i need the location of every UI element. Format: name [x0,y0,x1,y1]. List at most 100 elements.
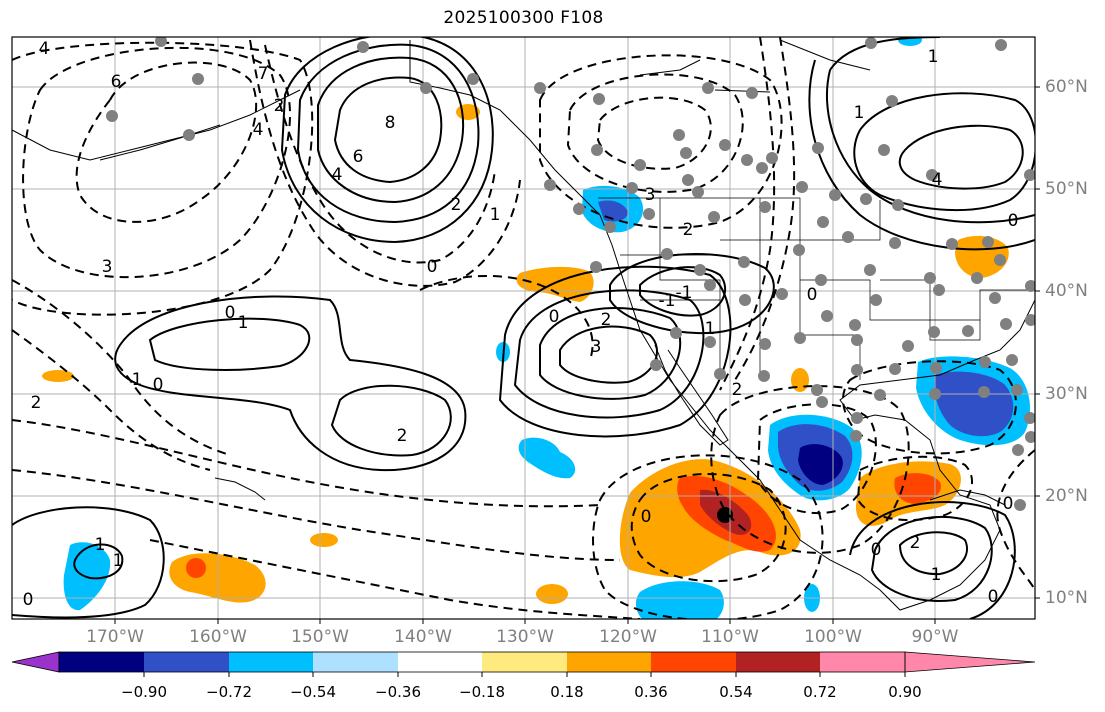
shade-small-7 [898,37,922,46]
lat-label: 50°N [1045,179,1088,199]
colorbar-bin [59,652,144,672]
colorbar-bin [482,652,567,672]
contour-w-low-2 [12,506,165,619]
coast-alaska [12,89,301,161]
contour-label: 1 [238,313,249,333]
contour-west-dash-2 [12,279,231,456]
colorbar-bin [398,652,482,672]
contour-alaska-high-1 [333,76,443,184]
contour-label: 2 [910,533,921,553]
colorbar-tick: 0.72 [803,683,837,701]
shade-sw-pac-red [186,558,206,578]
colorbar-bin [313,652,398,672]
contour-mid-dash [419,274,594,361]
contour-label: 0 [23,590,34,610]
shade-baja-core [717,507,733,523]
colorbar-tick: −0.18 [459,683,505,701]
contour-label: 6 [353,147,364,167]
contour-ne-high-4 [808,59,1035,251]
contour-alaska-high-4 [280,37,494,244]
colorbar-bin [736,652,820,672]
contour-label: 0 [549,307,560,327]
contour-label: 2 [732,380,743,400]
contour-label: 0 [1003,494,1014,514]
colorbar-tick: 0.18 [550,683,584,701]
colorbar-bin [229,652,313,672]
contour-label: 3 [645,185,656,205]
contour-bc-low-3 [539,54,783,229]
colorbar-bin [820,652,905,672]
contour-label: 4 [332,165,343,185]
contour-subtrop-high-1 [148,317,311,371]
shade-greatlakes-orange [955,235,1009,278]
contour-subtrop-high-2 [330,384,452,457]
contour-pacific-trough-2 [249,39,521,287]
contour-label: 4 [932,170,943,190]
contour-bc-low-2 [566,73,744,193]
axis-ticks [114,86,1040,624]
coast-aleutians [99,124,221,161]
contour-sw-low-1 [559,325,658,384]
contour-cam-1 [898,531,968,576]
contour-label-group: 4 6 7 4 2 3 2 1 8 6 4 2 0 3 2 1 1 0 2 1 … [23,39,1019,610]
shade-small-2 [310,533,338,547]
contour-label: 6 [111,72,122,92]
shade-small-4 [791,368,809,392]
lon-label: 170°W [86,627,144,647]
contour-mexico-1 [756,403,877,515]
coast-north-america [409,40,1035,611]
colorbar-extend-low [11,651,60,673]
shade-small-3 [536,584,568,604]
lat-label: 10°N [1045,588,1088,608]
colorbar-extend-high [904,651,1036,673]
contour-label: 1 [113,551,124,571]
contour-label: 1 [854,103,865,123]
contour-label: 2 [451,195,462,215]
contour-se-1 [842,360,1017,455]
lat-label: 60°N [1045,77,1088,97]
colorbar-tick: −0.72 [206,683,252,701]
contour-baja-2 [592,454,824,619]
contour-label: -1 [659,291,676,311]
coast-hudson [639,39,871,93]
contour-label: 2 [31,393,42,413]
contour-label: 2 [683,220,694,240]
contour-label: 4 [253,120,264,140]
contour-w-low-1 [73,543,124,580]
contour-label: 2 [397,426,408,446]
colorbar-bin [651,652,736,672]
plot-frame [11,36,1036,620]
contour-trop-2 [12,469,621,561]
contour-label: 0 [153,375,164,395]
contour-alaska-high-3 [296,43,480,224]
shade-southeast-medblue [934,371,1014,437]
colorbar-bin [144,652,229,672]
contour-pacific-trough-1 [264,44,496,264]
map-plot-area: 4 6 7 4 2 3 2 1 8 6 4 2 0 3 2 1 1 0 2 1 … [12,37,1035,619]
contour-label: 1 [490,205,501,225]
contour-bc-low-1 [596,96,712,170]
contour-label: 4 [39,39,50,59]
contour-mid-high [639,266,727,317]
coast-caribbean [929,489,1006,506]
contour-bering-low-1 [75,61,258,223]
contour-bering-low-2 [22,46,291,279]
shade-hawaii-blue [518,437,576,479]
contour-east-dash [996,449,1035,591]
coast-baja [654,344,729,446]
contour-baja-1 [630,473,787,583]
colorbar-tick: −0.54 [290,683,336,701]
colorbar [11,651,1036,677]
contour-sw-low-4 [498,265,732,438]
contour-label: 1 [931,565,942,585]
contour-label: 2 [274,96,285,116]
contour-label: -1 [676,283,693,303]
contour-sw-low-3 [513,289,705,419]
contour-alaska-high-2 [317,56,465,204]
colorbar-tick: −0.90 [121,683,167,701]
contour-ne-high-2 [853,92,1035,212]
colorbar-tick: 0.36 [634,683,668,701]
contour-label: 7 [258,64,269,84]
contour-sw-low-2 [539,307,682,400]
